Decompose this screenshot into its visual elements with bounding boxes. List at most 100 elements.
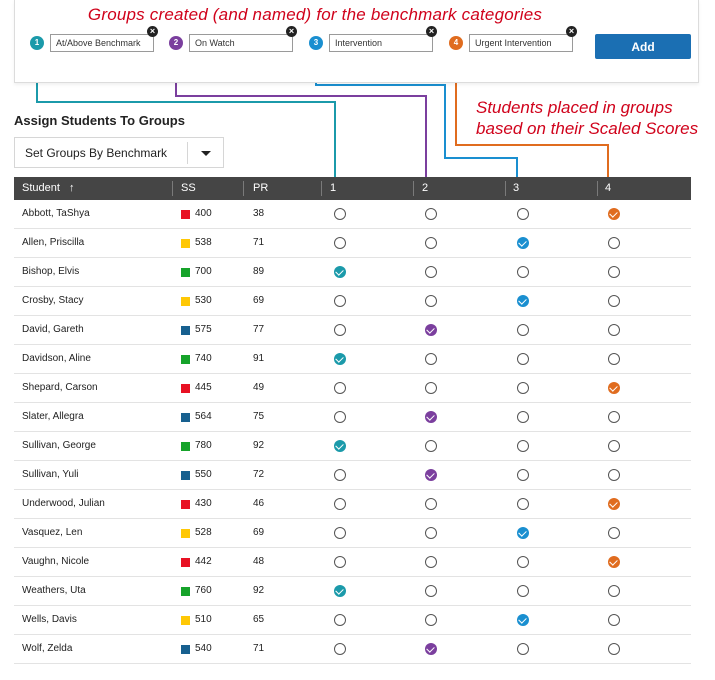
group-2-radio-checked[interactable] xyxy=(425,643,437,655)
group-2-radio[interactable] xyxy=(425,556,437,568)
group-1-radio-checked[interactable] xyxy=(334,585,346,597)
group-name-input[interactable]: Intervention xyxy=(329,34,433,52)
group-3-radio[interactable] xyxy=(517,440,529,452)
group-4-radio[interactable] xyxy=(608,440,620,452)
benchmark-color-swatch xyxy=(181,558,190,567)
group-3-radio-checked[interactable] xyxy=(517,614,529,626)
group-4-radio[interactable] xyxy=(608,411,620,423)
column-group-3: 3 xyxy=(513,182,520,194)
group-3-radio-checked[interactable] xyxy=(517,295,529,307)
group-1-radio[interactable] xyxy=(334,411,346,423)
percentile-rank: 89 xyxy=(253,266,265,277)
checkmark-icon xyxy=(335,267,344,276)
group-2-radio[interactable] xyxy=(425,353,437,365)
group-3-radio[interactable] xyxy=(517,324,529,336)
group-4-radio-checked[interactable] xyxy=(608,208,620,220)
group-by-dropdown[interactable]: Set Groups By Benchmark xyxy=(14,137,224,168)
group-3-radio[interactable] xyxy=(517,498,529,510)
group-1-radio[interactable] xyxy=(334,527,346,539)
group-2-radio[interactable] xyxy=(425,208,437,220)
close-icon[interactable]: × xyxy=(147,26,158,37)
group-1-radio-checked[interactable] xyxy=(334,353,346,365)
group-2-radio[interactable] xyxy=(425,382,437,394)
close-icon[interactable]: × xyxy=(566,26,577,37)
group-2-radio-checked[interactable] xyxy=(425,411,437,423)
group-2-radio[interactable] xyxy=(425,440,437,452)
group-2-radio[interactable] xyxy=(425,585,437,597)
group-3-radio[interactable] xyxy=(517,353,529,365)
group-4-radio[interactable] xyxy=(608,643,620,655)
close-icon[interactable]: × xyxy=(286,26,297,37)
group-3-radio[interactable] xyxy=(517,382,529,394)
group-1-radio[interactable] xyxy=(334,469,346,481)
benchmark-color-swatch xyxy=(181,587,190,596)
group-3-radio[interactable] xyxy=(517,469,529,481)
group-3-radio[interactable] xyxy=(517,585,529,597)
group-3-radio[interactable] xyxy=(517,266,529,278)
group-3-radio[interactable] xyxy=(517,208,529,220)
checkmark-icon xyxy=(518,296,527,305)
percentile-rank: 71 xyxy=(253,643,265,654)
column-student[interactable]: Student ↑ xyxy=(22,177,74,200)
annotation-students-placed: Students placed in groups based on their… xyxy=(476,97,712,139)
table-header: Student ↑ SS PR 1 2 3 4 xyxy=(14,177,691,200)
column-ss[interactable]: SS xyxy=(181,182,196,194)
group-2-radio-checked[interactable] xyxy=(425,469,437,481)
group-3-radio[interactable] xyxy=(517,411,529,423)
group-1-radio[interactable] xyxy=(334,324,346,336)
group-1-radio[interactable] xyxy=(334,208,346,220)
scaled-score: 564 xyxy=(195,411,212,422)
student-name: Crosby, Stacy xyxy=(22,295,84,306)
checkmark-icon xyxy=(335,586,344,595)
group-2-radio[interactable] xyxy=(425,614,437,626)
percentile-rank: 75 xyxy=(253,411,265,422)
column-pr[interactable]: PR xyxy=(253,182,269,194)
group-2-radio[interactable] xyxy=(425,295,437,307)
scaled-score: 550 xyxy=(195,469,212,480)
benchmark-color-swatch xyxy=(181,297,190,306)
table-row: Allen, Priscilla 538 71 xyxy=(14,229,691,258)
group-3-radio-checked[interactable] xyxy=(517,237,529,249)
group-2-radio[interactable] xyxy=(425,527,437,539)
scaled-score: 575 xyxy=(195,324,212,335)
student-name: Allen, Priscilla xyxy=(22,237,85,248)
group-2-radio-checked[interactable] xyxy=(425,324,437,336)
group-4-radio[interactable] xyxy=(608,237,620,249)
group-2-radio[interactable] xyxy=(425,266,437,278)
group-3-radio[interactable] xyxy=(517,556,529,568)
annotation-line: based on their Scaled Scores xyxy=(476,119,699,138)
group-1-radio[interactable] xyxy=(334,643,346,655)
group-4-radio[interactable] xyxy=(608,295,620,307)
group-1-radio[interactable] xyxy=(334,498,346,510)
group-2-radio[interactable] xyxy=(425,498,437,510)
group-2-radio[interactable] xyxy=(425,237,437,249)
group-name-input[interactable]: At/Above Benchmark xyxy=(50,34,154,52)
group-4-radio[interactable] xyxy=(608,469,620,481)
header-divider xyxy=(172,181,173,196)
group-3-radio-checked[interactable] xyxy=(517,527,529,539)
group-name-input[interactable]: On Watch xyxy=(189,34,293,52)
group-4-radio[interactable] xyxy=(608,527,620,539)
group-4-radio[interactable] xyxy=(608,353,620,365)
sort-ascending-icon[interactable]: ↑ xyxy=(68,182,75,194)
group-name-input[interactable]: Urgent Intervention xyxy=(469,34,573,52)
group-4-radio[interactable] xyxy=(608,266,620,278)
close-icon[interactable]: × xyxy=(426,26,437,37)
group-4-radio-checked[interactable] xyxy=(608,382,620,394)
group-1-radio[interactable] xyxy=(334,295,346,307)
group-1-radio[interactable] xyxy=(334,237,346,249)
group-4-radio[interactable] xyxy=(608,585,620,597)
group-1-radio-checked[interactable] xyxy=(334,266,346,278)
group-4-radio[interactable] xyxy=(608,324,620,336)
chevron-down-icon[interactable] xyxy=(201,151,211,156)
percentile-rank: 69 xyxy=(253,527,265,538)
group-1-radio[interactable] xyxy=(334,382,346,394)
group-1-radio[interactable] xyxy=(334,556,346,568)
group-4-radio[interactable] xyxy=(608,614,620,626)
add-group-button[interactable]: Add xyxy=(595,34,691,59)
group-3-radio[interactable] xyxy=(517,643,529,655)
group-1-radio[interactable] xyxy=(334,614,346,626)
group-1-radio-checked[interactable] xyxy=(334,440,346,452)
group-4-radio-checked[interactable] xyxy=(608,498,620,510)
group-4-radio-checked[interactable] xyxy=(608,556,620,568)
